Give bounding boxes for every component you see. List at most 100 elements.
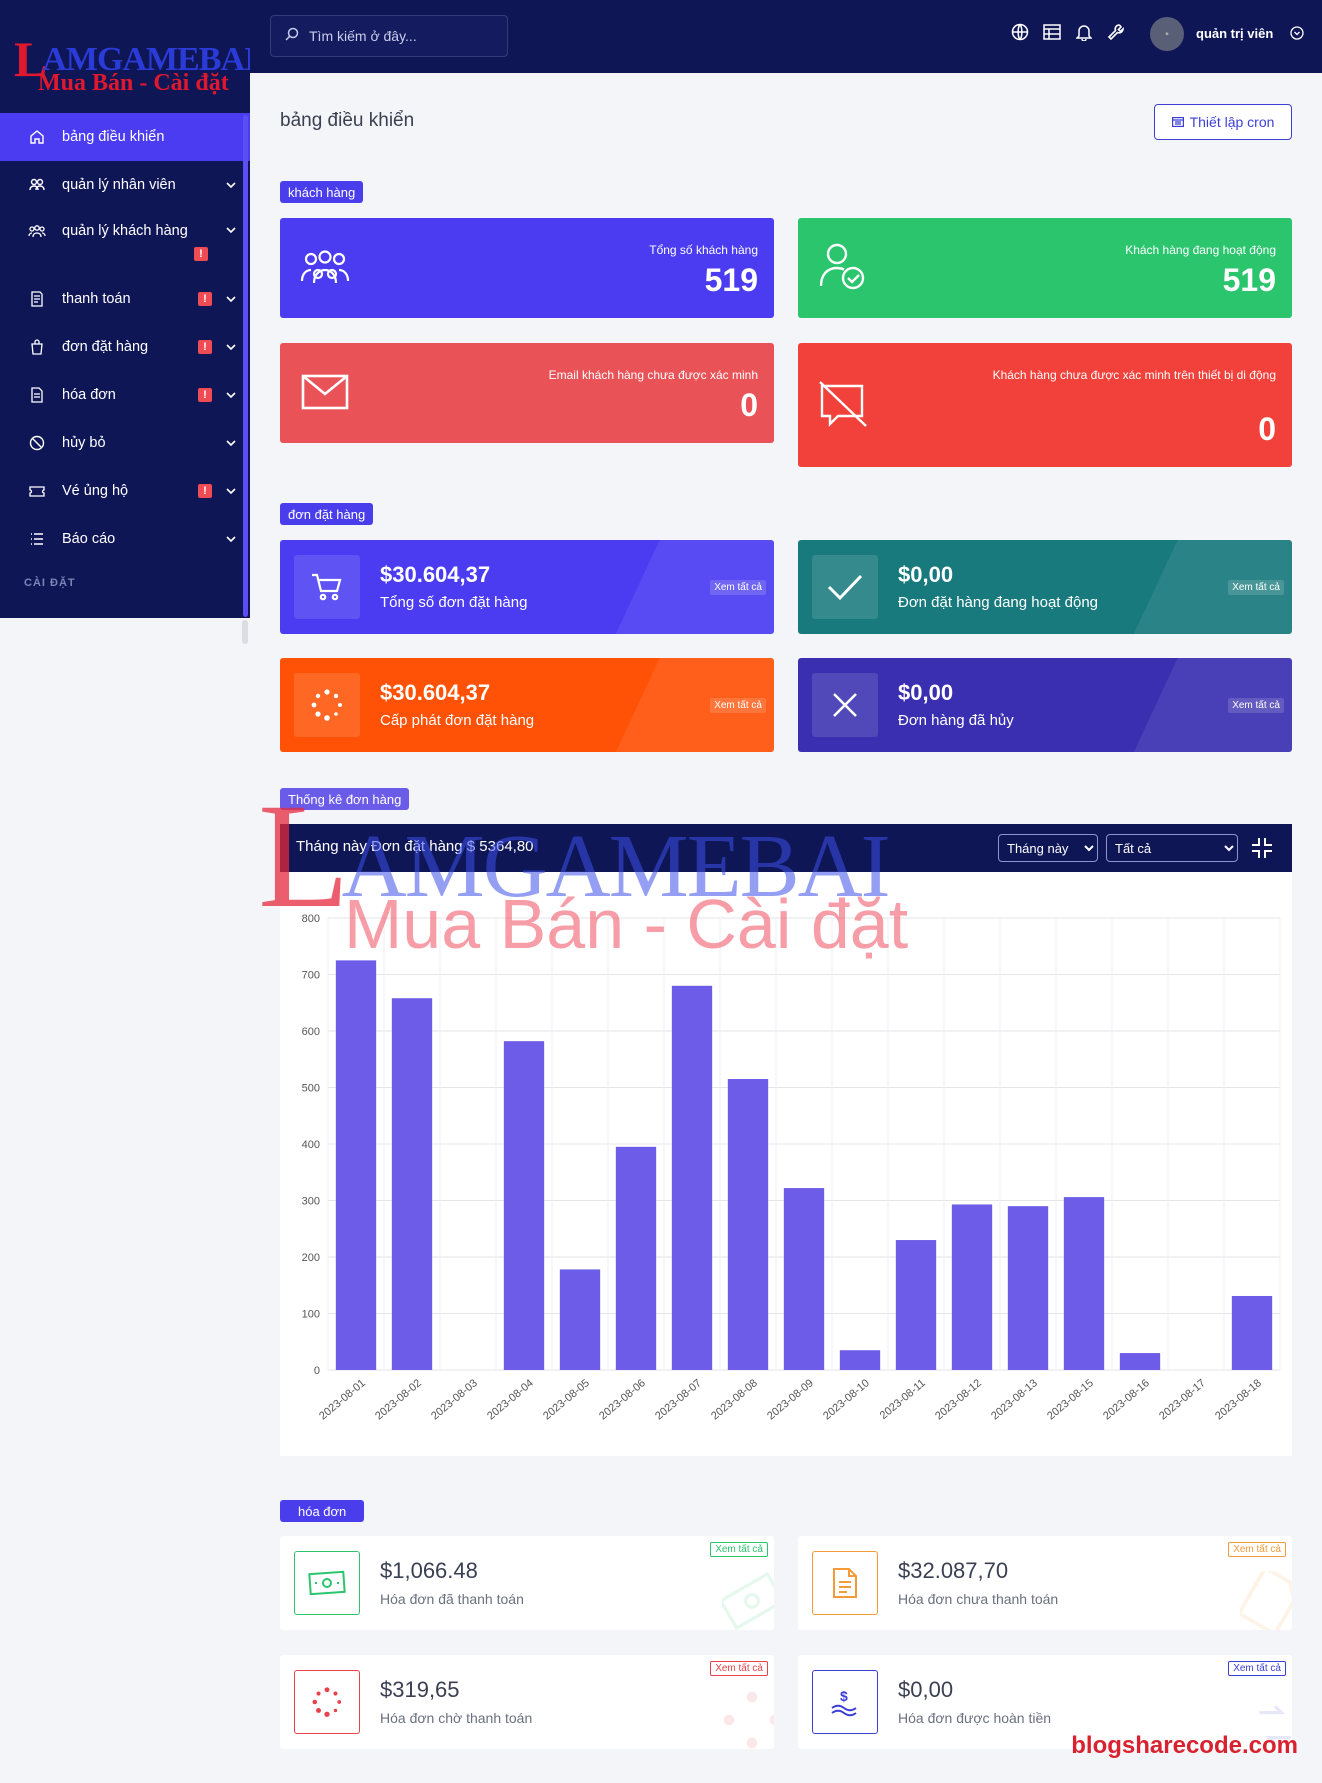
bar	[503, 1041, 545, 1370]
bar	[559, 1269, 601, 1370]
view-all-link[interactable]: Xem tất cả	[710, 1542, 768, 1557]
x-tick-label: 2023-08-03	[429, 1377, 480, 1422]
cron-setup-button[interactable]: Thiết lập cron	[1154, 104, 1292, 140]
sidebar-item-label: Báo cáo	[62, 531, 116, 547]
spinner-icon	[722, 1690, 774, 1749]
chart-header-amount: $ 5364,80	[466, 838, 534, 855]
table-icon[interactable]	[1042, 22, 1062, 42]
sidebar-item-label: hủy bỏ	[62, 435, 106, 451]
cash-icon	[718, 1571, 774, 1630]
order-label: Đơn đặt hàng đang hoạt động	[898, 594, 1099, 611]
order-card-cancelled[interactable]: $0,00 Đơn hàng đã hủy Xem tất cả	[798, 658, 1292, 752]
sidebar: LAMGAMEBAI Mua Bán - Cài đặt bảng điều k…	[0, 0, 257, 618]
order-card-allocated[interactable]: $30.604,37 Cấp phát đơn đặt hàng Xem tất…	[280, 658, 774, 752]
wrench-icon[interactable]	[1106, 22, 1126, 42]
sidebar-item-customers[interactable]: quản lý khách hàng !	[0, 209, 250, 275]
bar	[335, 960, 377, 1370]
sidebar-item-staff[interactable]: quản lý nhân viên	[0, 161, 250, 209]
collapse-icon[interactable]	[1250, 836, 1274, 865]
chart-header-prefix: Tháng này Đơn đặt hàng	[296, 838, 463, 855]
invoice-card-pending[interactable]: $319,65 Hóa đơn chờ thanh toán Xem tất c…	[280, 1655, 774, 1749]
sidebar-scrollbar[interactable]	[243, 115, 248, 617]
search-input[interactable]	[309, 28, 499, 44]
filter-select[interactable]: Tất cả	[1106, 834, 1238, 862]
y-tick-label: 100	[302, 1309, 320, 1321]
invoice-card-paid[interactable]: $1,066.48 Hóa đơn đã thanh toán Xem tất …	[280, 1536, 774, 1630]
cron-setup-label: Thiết lập cron	[1189, 114, 1275, 130]
logo[interactable]: LAMGAMEBAI Mua Bán - Cài đặt	[0, 0, 257, 113]
stat-value: 519	[704, 262, 758, 298]
x-tick-label: 2023-08-13	[989, 1377, 1040, 1422]
sidebar-item-tickets[interactable]: Vé ủng hộ !	[0, 467, 250, 515]
view-all-link[interactable]: Xem tất cả	[710, 698, 766, 713]
ban-icon	[28, 434, 46, 452]
order-card-total[interactable]: $30.604,37 Tổng số đơn đặt hàng Xem tất …	[280, 540, 774, 634]
chevron-down-icon	[226, 182, 236, 188]
view-all-link[interactable]: Xem tất cả	[1228, 580, 1284, 595]
spinner-icon-box	[294, 1670, 360, 1734]
alert-badge: !	[198, 388, 212, 402]
spinner-icon	[312, 1687, 342, 1717]
invoice-label: Hóa đơn được hoàn tiền	[898, 1710, 1052, 1726]
view-all-link[interactable]: Xem tất cả	[710, 580, 766, 595]
view-all-link[interactable]: Xem tất cả	[1228, 698, 1284, 713]
stat-card-active-customers[interactable]: Khách hàng đang hoạt động 519	[798, 218, 1292, 318]
bar	[1231, 1295, 1273, 1370]
view-all-link[interactable]: Xem tất cả	[710, 1661, 768, 1676]
alert-badge: !	[194, 247, 208, 261]
chevron-down-icon	[226, 536, 236, 542]
order-label: Tổng số đơn đặt hàng	[380, 594, 528, 611]
cash-icon-box	[294, 1551, 360, 1615]
list-icon	[28, 530, 46, 548]
invoice-icon	[1236, 1565, 1292, 1630]
y-tick-label: 200	[302, 1252, 320, 1264]
refund-icon	[1250, 1700, 1292, 1749]
order-card-active[interactable]: $0,00 Đơn đặt hàng đang hoạt động Xem tấ…	[798, 540, 1292, 634]
globe-icon[interactable]	[1010, 22, 1030, 42]
sidebar-item-payments[interactable]: thanh toán !	[0, 275, 250, 323]
invoice-icon-box	[812, 1551, 878, 1615]
stat-card-unverified-email[interactable]: Email khách hàng chưa được xác minh 0	[280, 343, 774, 443]
check-icon-box	[812, 555, 878, 619]
bar	[727, 1079, 769, 1370]
stat-card-unverified-mobile[interactable]: Khách hàng chưa được xác minh trên thiết…	[798, 343, 1292, 467]
section-tag-invoices: hóa đơn	[280, 1500, 365, 1522]
sidebar-scrollbar-track[interactable]	[242, 620, 248, 644]
view-all-link[interactable]: Xem tất cả	[1228, 1542, 1286, 1557]
sidebar-item-label: bảng điều khiển	[62, 129, 165, 145]
ticket-icon	[28, 482, 46, 500]
search-box[interactable]	[270, 15, 508, 57]
user-name[interactable]: quản trị viên	[1196, 26, 1274, 41]
invoice-label: Hóa đơn đã thanh toán	[380, 1591, 524, 1607]
chevron-down-circle-icon[interactable]	[1290, 26, 1304, 45]
users-icon	[28, 176, 46, 194]
x-tick-label: 2023-08-07	[653, 1377, 704, 1422]
sidebar-item-reports[interactable]: Báo cáo	[0, 515, 250, 563]
user-check-icon	[816, 240, 870, 294]
cash-icon	[308, 1570, 346, 1596]
sidebar-item-cancel[interactable]: hủy bỏ	[0, 419, 250, 467]
refund-icon-box: $	[812, 1670, 878, 1734]
group-icon	[28, 223, 46, 241]
x-tick-label: 2023-08-05	[541, 1377, 592, 1422]
sidebar-item-orders[interactable]: đơn đặt hàng !	[0, 323, 250, 371]
invoice-card-unpaid[interactable]: $32.087,70 Hóa đơn chưa thanh toán Xem t…	[798, 1536, 1292, 1630]
bell-icon[interactable]	[1074, 22, 1094, 42]
avatar[interactable]: ▪	[1150, 17, 1184, 51]
chevron-down-icon	[226, 344, 236, 350]
invoice-card-refunded[interactable]: $ $0,00 Hóa đơn được hoàn tiền Xem tất c…	[798, 1655, 1292, 1749]
order-value: $30.604,37	[380, 680, 491, 705]
x-tick-label: 2023-08-02	[373, 1377, 424, 1422]
period-select[interactable]: Tháng này	[998, 834, 1098, 862]
sidebar-item-invoices[interactable]: hóa đơn !	[0, 371, 250, 419]
stat-value: 0	[740, 387, 758, 423]
chevron-down-icon	[226, 488, 236, 494]
section-tag-customers: khách hàng	[280, 181, 364, 203]
stat-label: Khách hàng đang hoạt động	[1125, 243, 1276, 257]
x-tick-label: 2023-08-11	[878, 1377, 928, 1422]
order-value: $30.604,37	[380, 562, 491, 587]
view-all-link[interactable]: Xem tất cả	[1228, 1661, 1286, 1676]
stat-card-total-customers[interactable]: Tổng số khách hàng 519	[280, 218, 774, 318]
sidebar-item-dashboard[interactable]: bảng điều khiển	[0, 113, 250, 161]
